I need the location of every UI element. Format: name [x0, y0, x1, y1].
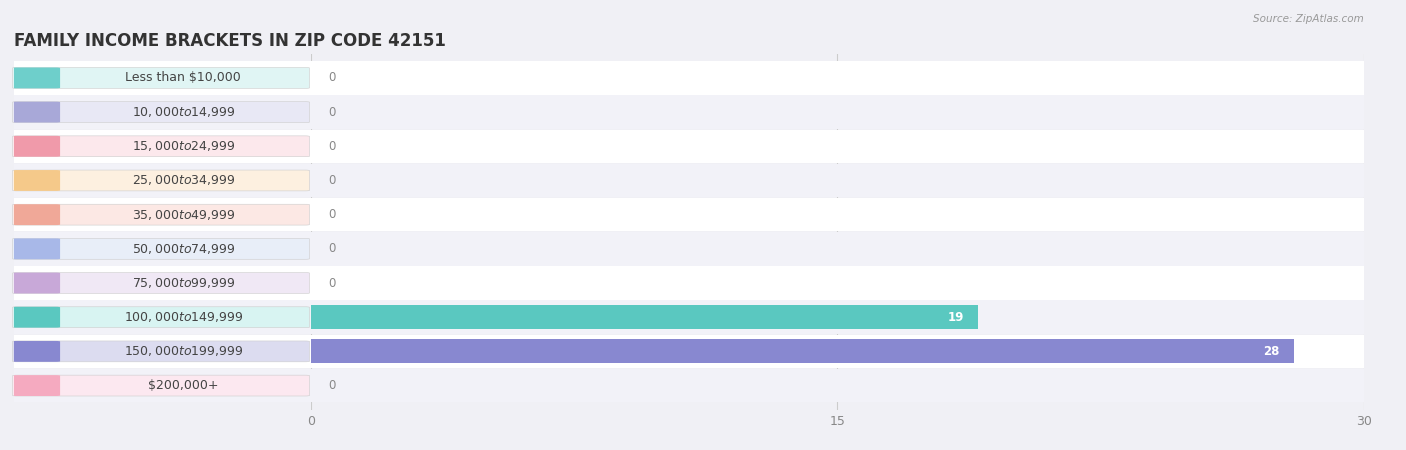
FancyBboxPatch shape [13, 102, 309, 122]
Bar [311, 198, 1364, 231]
Bar [311, 335, 1364, 368]
Text: $25,000 to $34,999: $25,000 to $34,999 [132, 174, 235, 188]
FancyBboxPatch shape [13, 375, 60, 396]
Text: 0: 0 [329, 106, 336, 119]
FancyBboxPatch shape [13, 238, 309, 259]
FancyBboxPatch shape [13, 341, 60, 362]
Text: 0: 0 [329, 276, 336, 289]
Bar [311, 369, 1364, 402]
FancyBboxPatch shape [13, 307, 60, 328]
Text: 0: 0 [329, 72, 336, 85]
Text: $35,000 to $49,999: $35,000 to $49,999 [132, 207, 235, 222]
FancyBboxPatch shape [13, 68, 60, 88]
FancyBboxPatch shape [13, 204, 60, 225]
Bar [14, 232, 311, 266]
Bar [311, 301, 1364, 334]
FancyBboxPatch shape [13, 170, 60, 191]
FancyBboxPatch shape [13, 170, 309, 191]
Bar [14, 130, 311, 163]
Bar [311, 164, 1364, 197]
Text: 0: 0 [329, 174, 336, 187]
Bar [14, 266, 311, 300]
Bar [311, 339, 1294, 363]
FancyBboxPatch shape [13, 238, 60, 259]
Bar [311, 130, 1364, 163]
FancyBboxPatch shape [13, 273, 309, 293]
FancyBboxPatch shape [13, 68, 309, 88]
Text: $75,000 to $99,999: $75,000 to $99,999 [132, 276, 235, 290]
Text: Less than $10,000: Less than $10,000 [125, 72, 242, 85]
FancyBboxPatch shape [13, 341, 309, 362]
Bar [311, 305, 977, 329]
Text: 0: 0 [329, 243, 336, 255]
Bar [14, 61, 311, 94]
Bar [311, 95, 1364, 129]
Bar [14, 198, 311, 231]
Text: $200,000+: $200,000+ [148, 379, 218, 392]
Text: 28: 28 [1263, 345, 1279, 358]
Bar [14, 95, 311, 129]
Bar [14, 369, 311, 402]
Text: $15,000 to $24,999: $15,000 to $24,999 [132, 140, 235, 153]
Bar [14, 164, 311, 197]
Bar [311, 232, 1364, 266]
Text: $150,000 to $199,999: $150,000 to $199,999 [124, 344, 243, 358]
Text: FAMILY INCOME BRACKETS IN ZIP CODE 42151: FAMILY INCOME BRACKETS IN ZIP CODE 42151 [14, 32, 446, 50]
FancyBboxPatch shape [13, 307, 309, 328]
FancyBboxPatch shape [13, 375, 309, 396]
FancyBboxPatch shape [13, 136, 309, 157]
Text: 0: 0 [329, 140, 336, 153]
Text: Source: ZipAtlas.com: Source: ZipAtlas.com [1253, 14, 1364, 23]
FancyBboxPatch shape [13, 273, 60, 293]
Text: $50,000 to $74,999: $50,000 to $74,999 [132, 242, 235, 256]
Text: 0: 0 [329, 208, 336, 221]
Text: 19: 19 [948, 310, 963, 324]
Text: 0: 0 [329, 379, 336, 392]
Bar [311, 266, 1364, 300]
FancyBboxPatch shape [13, 102, 60, 122]
FancyBboxPatch shape [13, 136, 60, 157]
Bar [311, 61, 1364, 94]
Bar [14, 335, 311, 368]
Bar [14, 301, 311, 334]
FancyBboxPatch shape [13, 204, 309, 225]
Text: $100,000 to $149,999: $100,000 to $149,999 [124, 310, 243, 324]
Text: $10,000 to $14,999: $10,000 to $14,999 [132, 105, 235, 119]
